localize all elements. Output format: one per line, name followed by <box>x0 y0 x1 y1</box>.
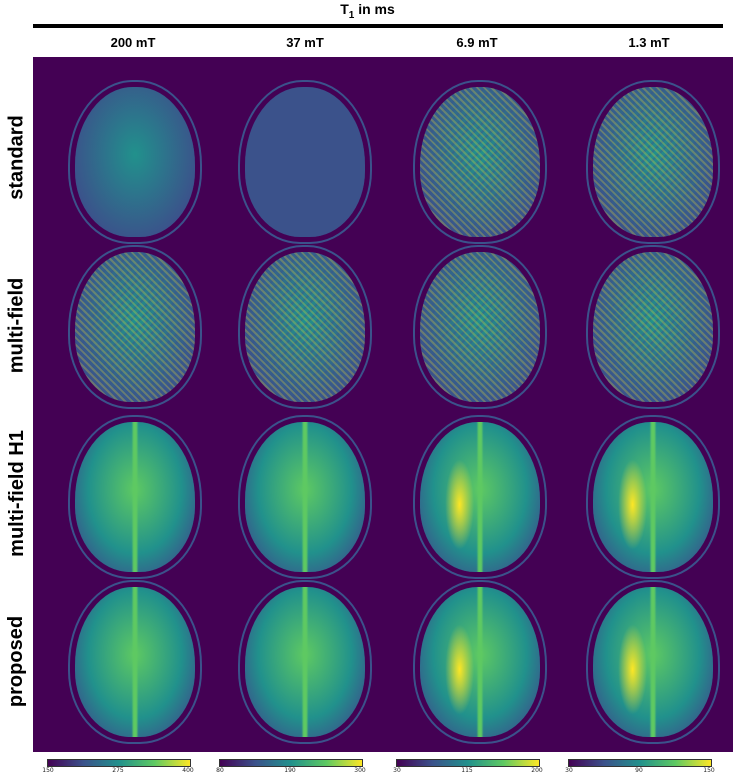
colorbar-200mT-min: 150 <box>42 767 54 774</box>
brain-map-multi-field-h1-1.3mT <box>593 422 713 572</box>
colorbar-1.3mT <box>568 759 712 767</box>
colorbar-200mT-mid: 275 <box>112 767 124 774</box>
brain-map-multi-field-h1-200mT <box>75 422 195 572</box>
brain-map-proposed-200mT <box>75 587 195 737</box>
brain-map-multi-field-h1-6.9mT <box>420 422 540 572</box>
brain-map-multi-field-h1-37mT <box>245 422 365 572</box>
colorbar-6.9mT-max: 200 <box>531 767 543 774</box>
brain-map-standard-37mT <box>245 87 365 237</box>
brain-map-proposed-37mT <box>245 587 365 737</box>
colorbar-1.3mT-max: 150 <box>703 767 715 774</box>
title-rule <box>33 24 723 28</box>
colorbar-37mT-min: 80 <box>216 767 224 774</box>
colorbar-200mT <box>47 759 191 767</box>
brain-map-proposed-1.3mT <box>593 587 713 737</box>
column-header-200mT: 200 mT <box>110 35 156 50</box>
row-label-standard: standard <box>5 114 28 200</box>
row-label-multi-field-h1: multi-field H1 <box>5 429 28 557</box>
colorbar-6.9mT-min: 30 <box>393 767 401 774</box>
brain-map-multi-field-37mT <box>245 252 365 402</box>
colorbar-1.3mT-min: 30 <box>565 767 573 774</box>
colorbar-6.9mT <box>396 759 540 767</box>
colorbar-6.9mT-mid: 115 <box>461 767 473 774</box>
brain-map-multi-field-200mT <box>75 252 195 402</box>
brain-map-standard-6.9mT <box>420 87 540 237</box>
row-label-multi-field: multi-field <box>5 277 28 373</box>
colorbar-1.3mT-mid: 90 <box>635 767 643 774</box>
brain-map-standard-1.3mT <box>593 87 713 237</box>
column-header-37mT: 37 mT <box>286 35 324 50</box>
column-header-6.9mT: 6.9 mT <box>456 35 498 50</box>
brain-map-multi-field-6.9mT <box>420 252 540 402</box>
colorbar-200mT-max: 400 <box>182 767 194 774</box>
row-label-proposed: proposed <box>5 615 28 707</box>
t1-map-grid <box>33 57 733 752</box>
brain-map-standard-200mT <box>75 87 195 237</box>
brain-map-multi-field-1.3mT <box>593 252 713 402</box>
brain-map-proposed-6.9mT <box>420 587 540 737</box>
colorbar-37mT-mid: 190 <box>284 767 296 774</box>
figure-title: T1 in ms <box>340 1 395 21</box>
column-header-1.3mT: 1.3 mT <box>628 35 670 50</box>
colorbar-37mT-max: 300 <box>354 767 366 774</box>
colorbar-37mT <box>219 759 363 767</box>
